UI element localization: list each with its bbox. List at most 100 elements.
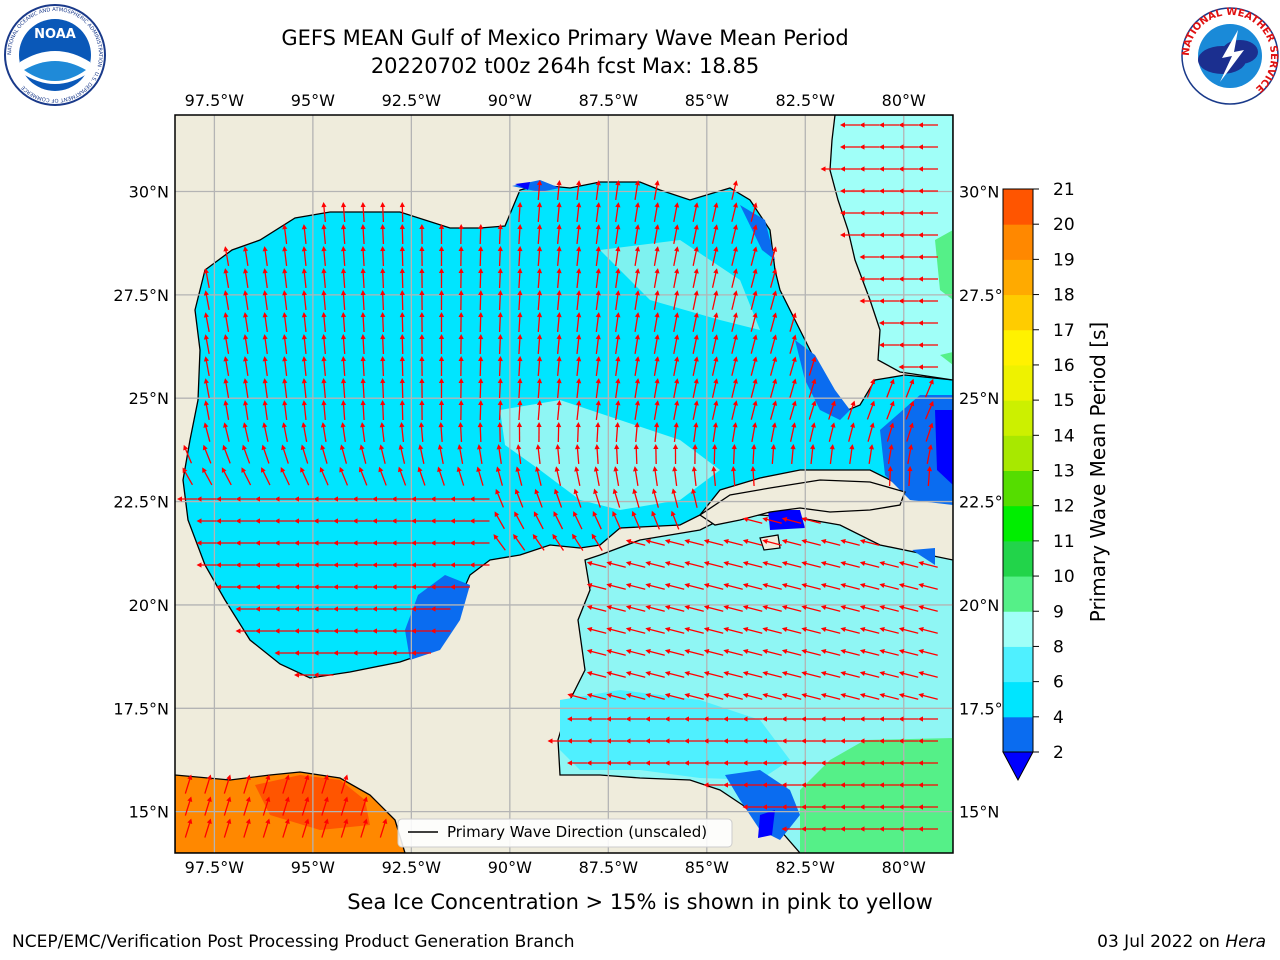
wave-arrow-head	[333, 562, 338, 568]
wave-arrow-head	[645, 604, 651, 611]
wave-arrow-head	[918, 254, 923, 260]
wave-arrow-head	[625, 560, 632, 567]
wave-arrow-head	[918, 692, 924, 699]
gulf-light-patch	[500, 400, 720, 510]
wave-arrow-head	[223, 246, 229, 252]
wave-arrow-head	[781, 604, 788, 611]
wave-arrow-head	[456, 466, 462, 473]
wave-arrow-head	[772, 400, 778, 406]
wave-arrow-shaft	[595, 357, 600, 377]
wave-arrow-head	[282, 290, 288, 296]
wave-arrow-head	[262, 246, 268, 252]
wave-arrow-shaft	[362, 291, 365, 311]
wave-arrow-head	[593, 466, 599, 472]
wave-arrow-head	[820, 738, 826, 744]
wave-arrow-head	[840, 826, 845, 832]
wave-arrow-head	[791, 400, 797, 406]
wave-arrow-head	[294, 540, 299, 546]
wave-arrow-head	[223, 400, 229, 406]
wave-arrow-head	[781, 760, 787, 766]
wave-arrow-head	[517, 356, 523, 362]
wave-arrow-head	[918, 188, 923, 194]
wave-arrow-shaft	[262, 776, 270, 794]
wave-arrow-head	[469, 540, 475, 546]
wave-arrow-head	[552, 533, 558, 540]
wave-arrow-head	[245, 818, 251, 825]
florida-shelf-blue	[795, 340, 850, 420]
wave-arrow-head	[664, 738, 670, 744]
wave-arrow-head	[372, 650, 377, 656]
wave-arrow-head	[536, 290, 543, 296]
wave-arrow-head	[313, 650, 319, 656]
wave-arrow-head	[536, 202, 543, 208]
wave-arrow-head	[495, 466, 501, 472]
wave-arrow-head	[399, 400, 405, 406]
wave-arrow-head	[615, 356, 621, 362]
wave-arrow-shaft	[458, 446, 464, 464]
wave-arrow-head	[645, 760, 650, 766]
wave-arrow-shaft	[303, 401, 307, 421]
wave-arrow-head	[352, 628, 358, 634]
wave-arrow-head	[294, 650, 299, 656]
wave-arrow-head	[235, 584, 241, 590]
wave-arrow-head	[840, 782, 845, 788]
wave-arrow-head	[450, 496, 455, 502]
wave-arrow-head	[781, 670, 788, 677]
wave-arrow-head	[438, 422, 444, 428]
wave-arrow-shaft	[888, 467, 892, 487]
wave-arrow-head	[419, 290, 425, 296]
wave-arrow-head	[183, 444, 189, 451]
wave-arrow-head	[918, 670, 924, 677]
wave-arrow-shaft	[634, 248, 639, 266]
wave-arrow-head	[781, 782, 787, 788]
wave-arrow-shaft	[576, 181, 580, 201]
wave-arrow-head	[898, 648, 905, 655]
date-text: 03 Jul 2022 on	[1097, 932, 1220, 952]
colorbar-tick-label: 14	[1053, 426, 1075, 446]
wave-arrow-shaft	[262, 798, 270, 816]
wave-arrow-shaft	[303, 335, 307, 355]
wave-arrow-head	[811, 378, 817, 385]
colorbar-segment	[1003, 646, 1033, 683]
wave-arrow-head	[360, 268, 366, 274]
wave-arrow-head	[417, 466, 423, 473]
wave-arrow-head	[879, 626, 885, 633]
wave-arrow-shaft	[654, 467, 658, 487]
wave-arrow-head	[723, 538, 729, 545]
wave-arrow-head	[576, 202, 582, 208]
wave-arrow-head	[262, 422, 268, 428]
wave-arrow-head	[478, 378, 484, 384]
wave-arrow-head	[595, 356, 601, 362]
wave-arrow-head	[360, 224, 366, 230]
wave-arrow-head	[693, 356, 699, 362]
wave-arrow-head	[732, 180, 738, 186]
wave-arrow-head	[887, 466, 893, 472]
wave-arrow-shaft	[282, 446, 289, 464]
wave-arrow-head	[781, 560, 788, 567]
wave-arrow-head	[634, 312, 641, 318]
wave-arrow-shaft	[360, 820, 367, 838]
wave-arrow-head	[333, 496, 338, 502]
wave-arrow-head	[333, 628, 338, 634]
wave-arrow-head	[567, 716, 572, 722]
wave-arrow-head	[586, 626, 593, 633]
wave-arrow-head	[898, 342, 904, 348]
wave-arrow-head	[399, 290, 405, 296]
wave-arrow-head	[339, 466, 345, 473]
wave-arrow-head	[478, 290, 484, 296]
wave-arrow-head	[382, 818, 388, 825]
wave-arrow-head	[243, 400, 249, 406]
wave-arrow-head	[301, 356, 307, 362]
machine-name: Hera	[1225, 932, 1266, 952]
wave-arrow-head	[879, 604, 885, 611]
wave-arrow-head	[517, 378, 523, 384]
wave-arrow-head	[547, 738, 553, 744]
colorbar-segment	[1003, 224, 1033, 260]
wave-arrow-head	[206, 796, 212, 803]
wave-arrow-head	[372, 496, 377, 502]
wave-arrow-head	[750, 466, 756, 472]
wave-arrow-head	[281, 422, 287, 428]
wave-arrow-head	[321, 290, 327, 296]
wave-arrow-head	[556, 356, 562, 362]
wave-arrow-shaft	[518, 335, 521, 355]
